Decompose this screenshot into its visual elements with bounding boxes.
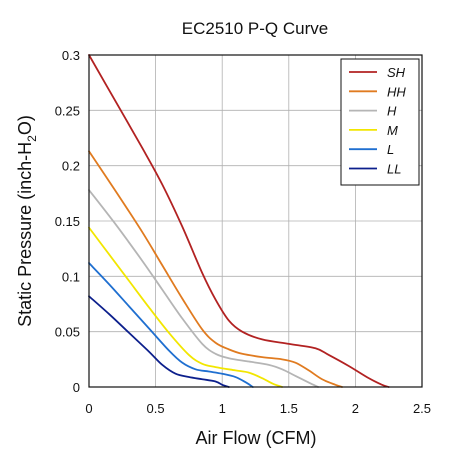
y-tick-label: 0: [73, 380, 80, 395]
x-tick-label: 0.5: [147, 401, 165, 416]
plot-frame: [88, 54, 423, 388]
y-axis-label: Static Pressure (inch-H2O): [15, 115, 39, 327]
series-line-l: [88, 262, 254, 388]
y-axis-label-main: Static Pressure (inch-H: [15, 142, 35, 327]
series-line-ll: [88, 295, 230, 388]
y-tick-labels: 0 0.05 0.1 0.15 0.2 0.25 0.3: [55, 48, 80, 395]
legend-label-ll: LL: [387, 162, 401, 177]
y-tick-label: 0.3: [62, 48, 80, 63]
series-line-hh: [88, 150, 343, 388]
x-tick-label: 0: [85, 401, 92, 416]
y-tick-label: 0.15: [55, 214, 80, 229]
series-lines: [88, 54, 390, 388]
x-axis-label: Air Flow (CFM): [196, 428, 317, 448]
legend-label-hh: HH: [387, 84, 406, 99]
y-tick-label: 0.1: [62, 269, 80, 284]
x-tick-labels: 0 0.5 1 1.5 2 2.5: [85, 401, 431, 416]
legend-label-m: M: [387, 123, 398, 138]
legend-label-h: H: [387, 104, 397, 119]
x-tick-label: 1.5: [280, 401, 298, 416]
series-line-h: [88, 189, 320, 388]
x-tick-label: 2: [352, 401, 359, 416]
y-axis-label-end: O): [15, 115, 35, 135]
chart-title: EC2510 P-Q Curve: [182, 19, 328, 38]
x-tick-label: 2.5: [413, 401, 431, 416]
series-line-sh: [88, 54, 390, 388]
legend-label-sh: SH: [387, 65, 406, 80]
y-tick-label: 0.25: [55, 103, 80, 118]
legend-box: [340, 58, 420, 186]
x-tick-label: 1: [219, 401, 226, 416]
series-line-m: [88, 226, 284, 388]
y-tick-label: 0.05: [55, 325, 80, 340]
y-tick-label: 0.2: [62, 159, 80, 174]
legend-label-l: L: [387, 142, 394, 157]
y-axis-label-subscript: 2: [25, 135, 39, 142]
